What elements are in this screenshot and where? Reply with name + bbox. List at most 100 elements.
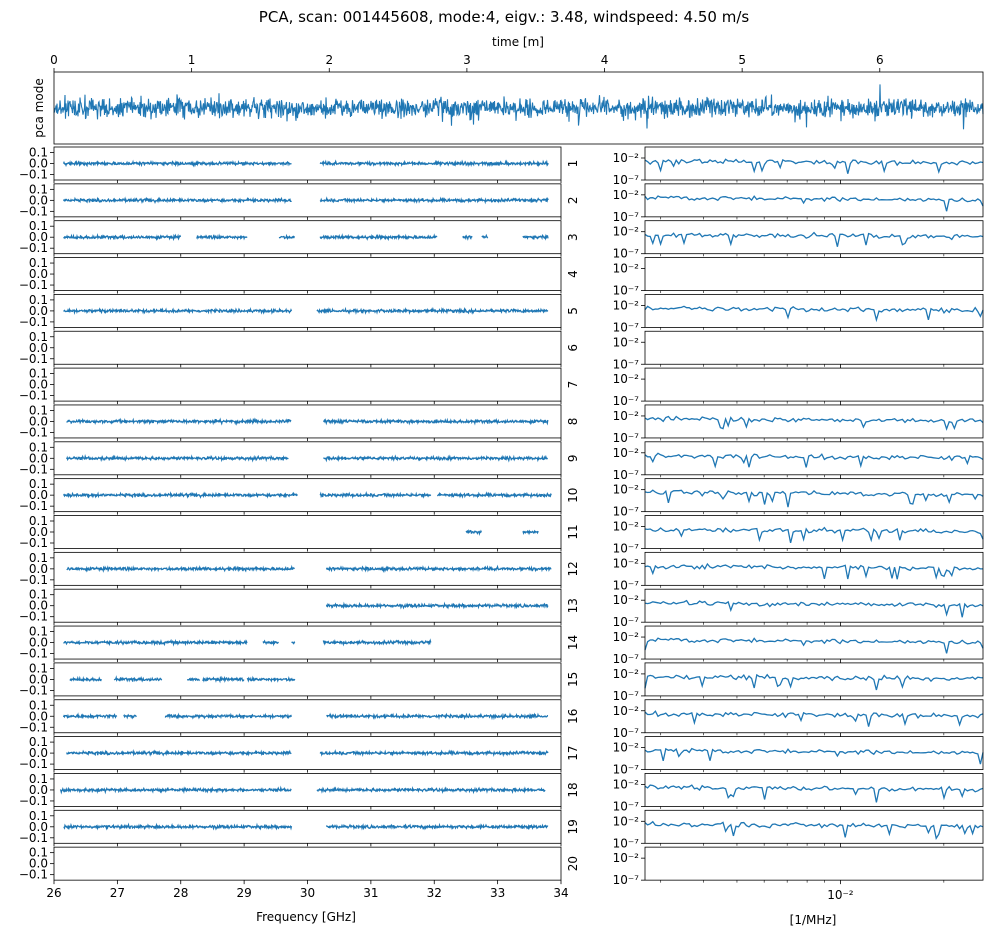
psd-y-tick-label: 10⁻⁷	[613, 836, 640, 850]
psd-panel-frame	[644, 478, 984, 513]
psd-panel-18: 10⁻² 10⁻⁷	[613, 773, 984, 813]
psd-panel-frame	[644, 551, 984, 586]
psd-panel-11: 10⁻² 10⁻⁷	[613, 515, 984, 556]
y-tick-label: 0.0	[29, 230, 48, 244]
psd-panel-7: 10⁻² 10⁻⁷	[613, 367, 984, 408]
psd-y-tick-label: 10⁻²	[613, 630, 640, 644]
y-tick-label: 0.0	[29, 746, 48, 760]
y-tick-label: 0.1	[29, 588, 48, 602]
psd-line	[644, 599, 984, 618]
chart-title: PCA, scan: 001445608, mode:4, eigv.: 3.4…	[259, 8, 750, 26]
feed-data-segment	[66, 749, 292, 757]
y-tick-label: 0.0	[29, 709, 48, 723]
psd-panel-16: 10⁻² 10⁻⁷	[613, 699, 984, 740]
feed-data-segment	[63, 822, 293, 831]
feed-panel-frame	[53, 662, 562, 697]
time-panel-frame	[53, 71, 984, 145]
psd-panel-1: 10⁻² 10⁻⁷	[613, 146, 984, 187]
y-tick-label: −0.1	[19, 610, 48, 624]
feed-label: 1	[566, 160, 580, 168]
psd-panel-frame	[644, 736, 984, 770]
feed-data-segment	[63, 232, 182, 242]
feed-data-segment	[462, 234, 473, 241]
psd-panel-9: 10⁻² 10⁻⁷	[613, 441, 984, 482]
time-series-line	[53, 84, 984, 130]
psd-panel-4: 10⁻² 10⁻⁷	[613, 257, 984, 298]
psd-y-tick-label: 10⁻²	[613, 151, 640, 165]
psd-panel-frame	[644, 330, 984, 365]
y-tick-label: −0.1	[19, 241, 48, 255]
feed-data-segment	[323, 454, 548, 463]
feed-data-segment	[326, 712, 549, 721]
psd-y-tick-label: 10⁻²	[613, 262, 640, 276]
time-tick-label: 1	[188, 53, 196, 67]
feed-data-segment	[465, 529, 482, 537]
psd-y-tick-label: 10⁻⁷	[613, 652, 640, 666]
feed-data-segment	[436, 491, 552, 500]
feed-label: 3	[566, 233, 580, 241]
feed-label: 9	[566, 454, 580, 462]
psd-y-tick-label: 10⁻⁷	[613, 468, 640, 482]
psd-panel-frame	[644, 220, 984, 255]
y-tick-label: 0.0	[29, 451, 48, 465]
psd-panel-5: 10⁻² 10⁻⁷	[613, 293, 984, 334]
psd-y-tick-label: 10⁻²	[613, 851, 640, 865]
psd-y-tick-label: 10⁻⁷	[613, 578, 640, 592]
y-tick-label: −0.1	[19, 647, 48, 661]
x-tick-label: 27	[110, 886, 125, 900]
x-tick-label: 31	[363, 886, 378, 900]
psd-line	[644, 231, 984, 247]
feed-panel-frame	[53, 330, 562, 365]
feed-panel-frame	[53, 220, 562, 255]
psd-y-tick-label: 10⁻²	[613, 777, 640, 791]
psd-y-tick-label: 10⁻⁷	[613, 726, 640, 740]
feed-panel-7: 0.10.0−0.1 7	[19, 367, 580, 405]
feed-data-segment	[202, 675, 245, 684]
feed-label: 5	[566, 307, 580, 315]
feed-label: 8	[566, 418, 580, 426]
psd-panel-frame	[644, 773, 984, 807]
feed-data-segment	[62, 491, 298, 499]
feed-panel-frame	[53, 588, 562, 623]
y-tick-label: 0.1	[29, 367, 48, 381]
x-tick-label: 33	[490, 886, 505, 900]
feed-label: 16	[566, 709, 580, 724]
feed-data-segment	[316, 785, 546, 795]
y-tick-label: 0.1	[29, 735, 48, 749]
feed-panel-frame	[53, 478, 562, 513]
psd-panel-14: 10⁻² 10⁻⁷	[613, 625, 984, 666]
feed-data-segment	[319, 491, 432, 499]
feed-data-segment	[319, 196, 549, 205]
psd-y-tick-label: 10⁻⁷	[613, 357, 640, 371]
y-tick-label: −0.1	[19, 389, 48, 403]
feed-data-segment	[66, 453, 289, 463]
psd-y-tick-label: 10⁻²	[613, 520, 640, 534]
time-tick-label: 2	[325, 53, 333, 67]
y-tick-label: 0.1	[29, 293, 48, 307]
x-tick-label: 30	[300, 886, 315, 900]
frequency-panels: 0.10.0−0.110.10.0−0.120.10.0−0.130.10.0−…	[19, 146, 580, 901]
feed-data-segment	[522, 233, 549, 241]
psd-panel-frame	[644, 404, 984, 439]
time-tick-label: 3	[463, 53, 471, 67]
psd-panel-frame	[644, 846, 984, 881]
feed-panel-frame	[53, 257, 562, 291]
feed-data-segment	[316, 306, 549, 315]
psd-y-tick-label: 10⁻⁷	[613, 247, 640, 261]
y-tick-label: −0.1	[19, 278, 48, 292]
psd-panel-2: 10⁻² 10⁻⁷	[613, 183, 984, 224]
psd-y-tick-label: 10⁻²	[613, 188, 640, 202]
y-tick-label: 0.1	[29, 440, 48, 454]
frequency-axis-label: Frequency [GHz]	[256, 910, 356, 924]
feed-panel-frame	[53, 625, 562, 660]
feed-label: 2	[566, 196, 580, 204]
time-tick-label: 4	[601, 53, 609, 67]
feed-data-segment	[246, 675, 296, 683]
feed-panel-frame	[53, 846, 562, 881]
psd-line	[644, 195, 984, 212]
feed-label: 20	[566, 856, 580, 871]
psd-panel-3: 10⁻² 10⁻⁷	[613, 220, 984, 261]
feed-panel-5: 0.10.0−0.1 5	[19, 293, 580, 331]
feed-data-segment	[66, 564, 295, 573]
